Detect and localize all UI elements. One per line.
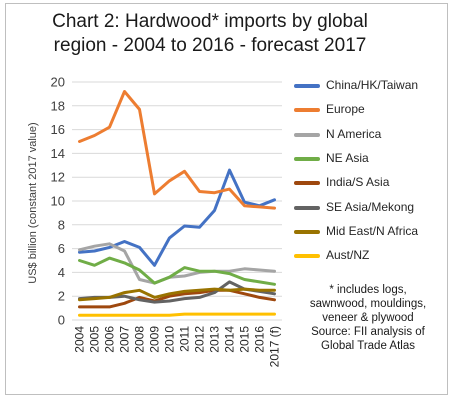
x-tick-label: 2015 (238, 326, 252, 353)
legend-label: Aust/NZ (326, 248, 370, 263)
x-tick-label: 2006 (103, 326, 117, 353)
series-line-india-s-asia (78, 288, 276, 309)
chart-title-line-1: Chart 2: Hardwood* imports by global (52, 11, 368, 32)
note-line-5: Global Trade Atlas (321, 340, 415, 352)
y-tick-label: 18 (51, 98, 65, 113)
legend-label: N America (326, 126, 382, 141)
x-tick-label: 2017 (f) (268, 326, 282, 367)
note-line-4: Source: FII analysis of (311, 326, 425, 338)
y-tick-label: 14 (51, 146, 65, 161)
x-tick-label: 2011 (178, 326, 192, 352)
chart-frame (5, 3, 448, 395)
legend-label: Europe (326, 102, 365, 117)
series-line-europe (78, 90, 276, 210)
note-line-1: * includes logs, (329, 284, 407, 296)
legend-swatch (294, 156, 320, 161)
series-line-mid-east-n-africa (78, 287, 276, 302)
series-line-ne-asia (78, 256, 276, 286)
chart-title: Chart 2: Hardwood* imports by global reg… (40, 10, 380, 58)
y-tick-label: 16 (51, 122, 65, 137)
y-tick-label: 20 (51, 75, 65, 90)
x-tick-label: 2016 (253, 326, 267, 353)
x-tick-label: 2010 (163, 326, 177, 353)
x-tick-label: 2014 (223, 326, 237, 353)
chart-title-line-2: region - 2004 to 2016 - forecast 2017 (53, 35, 367, 56)
legend-swatch (294, 205, 320, 210)
x-tick-label: 2004 (73, 326, 87, 353)
legend-label: India/S Asia (326, 175, 390, 190)
y-axis-label: US$ billion (constant 2017 value) (27, 122, 39, 283)
legend-swatch (294, 84, 320, 88)
legend-label: NE Asia (326, 150, 369, 165)
y-tick-label: 12 (51, 170, 65, 185)
legend-swatch (294, 132, 320, 137)
x-tick-label: 2009 (148, 326, 162, 353)
series-line-aust-nz (78, 312, 276, 317)
x-tick-label: 2012 (193, 326, 207, 353)
series-line-china-hk-taiwan (78, 168, 276, 267)
note-line-3: veneer & plywood (322, 312, 414, 324)
chart-note: * includes logs, sawnwood, mouldings, ve… (288, 283, 448, 353)
y-tick-label: 8 (58, 217, 65, 232)
x-tick-label: 2007 (118, 326, 132, 353)
legend-swatch (294, 229, 320, 234)
series-line-n-america (78, 242, 276, 285)
legend-swatch (294, 181, 320, 186)
y-tick-label: 4 (58, 265, 65, 280)
y-tick-label: 10 (51, 194, 65, 209)
note-line-2: sawnwood, mouldings, (309, 298, 427, 310)
y-tick-label: 6 (58, 241, 65, 256)
x-tick-label: 2008 (133, 326, 147, 353)
legend-label: China/HK/Taiwan (326, 78, 419, 92)
x-tick-label: 2005 (88, 326, 102, 353)
y-tick-label: 2 (58, 289, 65, 304)
legend-swatch (294, 254, 320, 259)
legend-label: Mid East/N Africa (326, 223, 419, 238)
legend-label: SE Asia/Mekong (326, 199, 415, 214)
legend-swatch (294, 108, 320, 113)
x-tick-label: 2013 (208, 326, 222, 353)
y-tick-label: 0 (58, 313, 65, 328)
